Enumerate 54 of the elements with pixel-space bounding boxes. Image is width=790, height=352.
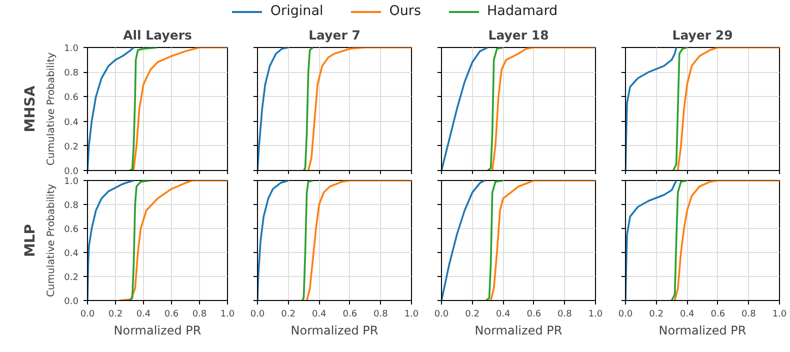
text: MLP: [22, 224, 38, 258]
line-series: [128, 48, 158, 170]
x-tick-label: 0.4: [312, 310, 327, 320]
x-tick-label: 0.8: [742, 310, 756, 320]
chart-title: Layer 18: [488, 28, 549, 42]
x-tick-label: 0.6: [526, 310, 542, 320]
chart-title: Layer 29: [672, 28, 733, 42]
x-tick-label: 0.2: [465, 310, 480, 320]
x-tick-label: 0.8: [374, 310, 388, 320]
legend-label: Hadamard: [487, 2, 558, 22]
x-tick-label: 0.4: [680, 310, 695, 320]
x-tick-label: 0.0: [80, 310, 95, 320]
y-tick-label: 0.8: [64, 201, 79, 211]
y-tick-label: 0.0: [64, 297, 79, 307]
x-axis-title: Normalized PR: [114, 324, 202, 338]
y-tick-label: 0.8: [64, 68, 79, 79]
x-tick-label: 0.2: [281, 310, 296, 320]
x-tick-label: 1.0: [404, 310, 419, 320]
legend-label: Original: [270, 2, 324, 22]
x-tick-label: 0.4: [496, 310, 511, 320]
x-tick-label: 0.2: [649, 310, 664, 320]
chart-title: Layer 7: [308, 28, 360, 42]
x-axis-title: Normalized PR: [474, 324, 562, 338]
y-tick-label: 0.0: [64, 167, 79, 177]
x-tick-label: 1.0: [772, 310, 787, 320]
x-tick-label: 0.4: [136, 310, 151, 320]
x-tick-label: 1.0: [588, 310, 603, 320]
x-tick-label: 0.6: [164, 310, 179, 320]
y-tick-label: 1.0: [64, 44, 79, 54]
x-tick-label: 1.0: [220, 310, 235, 320]
x-tick-label: 0.8: [558, 310, 572, 320]
y-tick-label: 0.2: [64, 142, 79, 152]
y-tick-label: 0.6: [64, 93, 79, 104]
y-tick-label: 0.2: [64, 273, 79, 283]
legend-label: Ours: [389, 2, 422, 22]
x-axis-title: Normalized PR: [658, 324, 746, 338]
line-series: [118, 180, 228, 300]
x-tick-label: 0.6: [710, 310, 726, 320]
y-axis-title: Cumulative Probability: [46, 52, 58, 166]
x-tick-label: 0.0: [618, 310, 633, 320]
text: MHSA: [22, 86, 38, 132]
y-tick-label: 0.6: [64, 225, 79, 235]
x-tick-label: 0.0: [434, 310, 449, 320]
line-series: [128, 180, 152, 300]
x-axis-title: Normalized PR: [290, 324, 378, 338]
y-tick-label: 0.4: [64, 118, 79, 128]
y-tick-label: 0.4: [64, 249, 79, 259]
x-tick-label: 0.6: [342, 310, 358, 320]
x-tick-label: 0.8: [192, 310, 207, 320]
chart-title: All Layers: [123, 28, 192, 42]
y-tick-label: 1.0: [64, 177, 79, 187]
x-tick-label: 0.0: [250, 310, 265, 320]
x-tick-label: 0.2: [108, 310, 123, 320]
y-axis-title: Cumulative Probability: [46, 184, 58, 298]
